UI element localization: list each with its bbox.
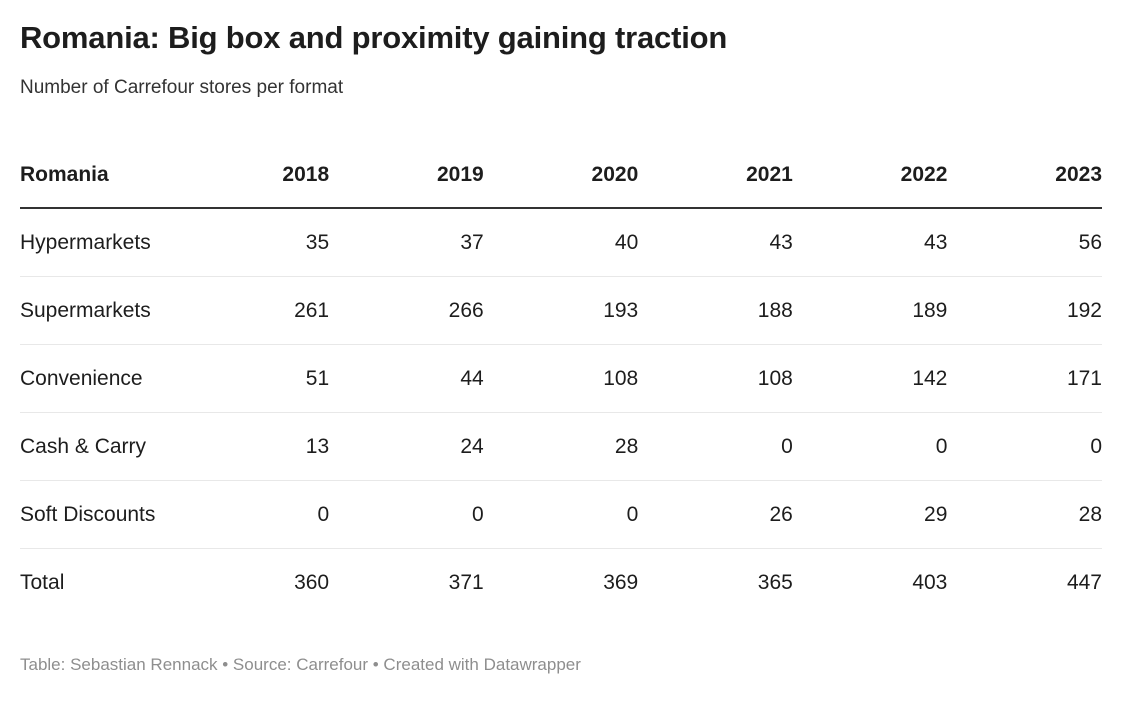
cell-value: 371 xyxy=(329,548,484,616)
cell-value: 24 xyxy=(329,412,484,481)
cell-value: 0 xyxy=(174,480,330,549)
cell-value: 192 xyxy=(947,276,1102,345)
cell-value: 56 xyxy=(1078,231,1102,254)
table-row-supermarkets: Supermarkets 261 266 193 188 189 192 xyxy=(20,276,1102,345)
cell-value: 142 xyxy=(792,344,948,413)
year-header-2019: 2019 xyxy=(329,140,484,209)
cell-value: 28 xyxy=(483,412,639,481)
cell-value: 28 xyxy=(947,480,1102,549)
cell-value: 403 xyxy=(792,548,948,616)
corner-header: Romania xyxy=(20,140,175,209)
table-header: Romania 2018 2019 2020 2021 2022 2023 xyxy=(20,140,1102,209)
cell-value: 188 xyxy=(638,276,793,345)
chart-subtitle: Number of Carrefour stores per format xyxy=(20,77,344,98)
year-header-2023: 2023 xyxy=(947,140,1102,209)
cell-value: 44 xyxy=(329,344,484,413)
table-row-total: Total 360 371 369 365 403 447 xyxy=(20,548,1102,616)
cell-value: 0 xyxy=(638,412,793,481)
year-header-2021: 2021 xyxy=(638,140,793,209)
chart-title: Romania: Big box and proximity gaining t… xyxy=(20,20,728,55)
row-label: Soft Discounts xyxy=(20,480,175,549)
cell-value: 29 xyxy=(792,480,948,549)
table-body: Hypermarkets 35 37 40 43 43 56 Supermark… xyxy=(20,208,1102,616)
cell-value: 13 xyxy=(174,412,330,481)
cell-value: 0 xyxy=(483,480,639,549)
table-row-convenience: Convenience 51 44 108 108 142 171 xyxy=(20,344,1102,413)
cell-value: 37 xyxy=(460,231,484,254)
year-header-2018: 2018 xyxy=(174,140,330,209)
cell-value: 365 xyxy=(638,548,793,616)
row-label: Total xyxy=(20,548,175,616)
year-header-2022: 2022 xyxy=(792,140,948,209)
header-row: Romania 2018 2019 2020 2021 2022 2023 xyxy=(20,140,1102,209)
cell-value: 189 xyxy=(792,276,948,345)
cell-value: 35 xyxy=(305,231,330,254)
cell-value: 261 xyxy=(174,276,330,345)
cell-value: 43 xyxy=(769,231,793,254)
row-label: Cash & Carry xyxy=(20,412,175,481)
cell-value: 266 xyxy=(329,276,484,345)
cell-value: 360 xyxy=(174,548,330,616)
cell-value: 193 xyxy=(483,276,639,345)
row-label: Convenience xyxy=(20,344,175,413)
cell-value: 40 xyxy=(614,231,639,254)
cell-value: 26 xyxy=(638,480,793,549)
cell-value: 43 xyxy=(924,231,948,254)
cell-value: 108 xyxy=(483,344,639,413)
cell-value: 369 xyxy=(483,548,639,616)
cell-value: 447 xyxy=(947,548,1102,616)
table-row-soft-discounts: Soft Discounts 0 0 0 26 29 28 xyxy=(20,480,1102,549)
cell-value: 0 xyxy=(792,412,948,481)
table-row-cash-and-carry: Cash & Carry 13 24 28 0 0 0 xyxy=(20,412,1102,481)
row-label: Hypermarkets xyxy=(20,231,151,254)
row-label: Supermarkets xyxy=(20,276,175,345)
year-header-2020: 2020 xyxy=(483,140,639,209)
cell-value: 0 xyxy=(947,412,1102,481)
attribution-footer: Table: Sebastian Rennack • Source: Carre… xyxy=(20,655,581,674)
cell-value: 108 xyxy=(638,344,793,413)
cell-value: 171 xyxy=(947,344,1102,413)
cell-value: 0 xyxy=(329,480,484,549)
store-format-table: Romania 2018 2019 2020 2021 2022 2023 Hy… xyxy=(20,140,1102,616)
table-row-hypermarkets: Hypermarkets 35 37 40 43 43 56 xyxy=(20,208,1102,277)
cell-value: 51 xyxy=(174,344,330,413)
